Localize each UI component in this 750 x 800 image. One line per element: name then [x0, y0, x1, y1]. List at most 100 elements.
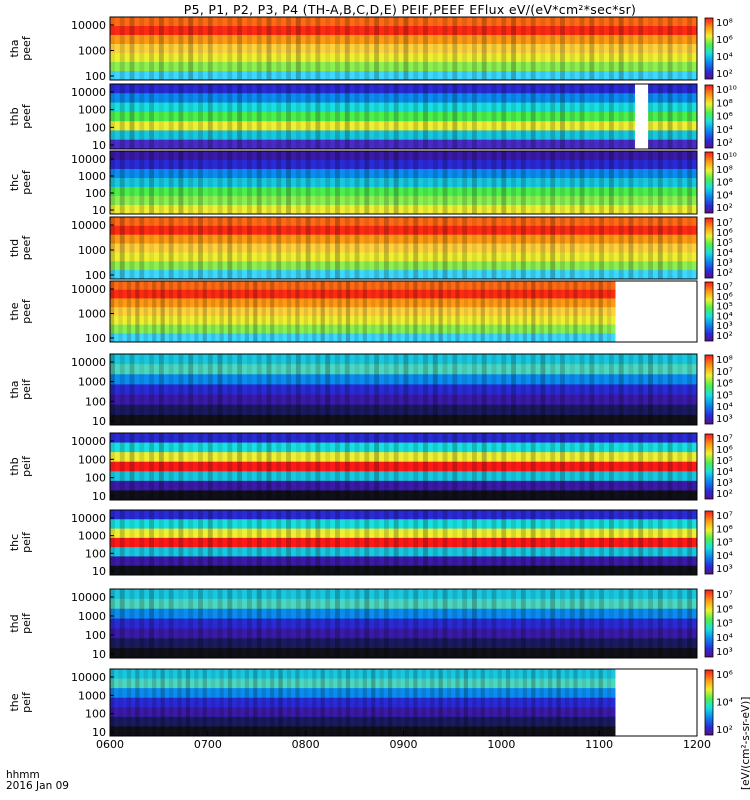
heatmap-texture	[608, 151, 614, 214]
y-tick-label: 10000	[71, 19, 106, 32]
heatmap-band	[110, 394, 697, 406]
heatmap-texture	[110, 510, 115, 575]
heatmap-band	[110, 384, 697, 396]
heatmap-texture	[481, 433, 487, 500]
heatmap-texture	[520, 84, 526, 149]
heatmap-texture	[677, 589, 683, 658]
heatmap-texture	[687, 151, 693, 214]
heatmap-band	[110, 53, 697, 63]
heatmap-texture	[256, 510, 262, 575]
colorbar-tick-label: 10⁷	[716, 434, 733, 445]
heatmap-band	[110, 35, 697, 45]
heatmap-texture	[648, 589, 653, 658]
heatmap-texture	[569, 217, 575, 279]
heatmap-texture	[185, 281, 191, 342]
heatmap-texture	[188, 510, 194, 575]
heatmap-texture	[657, 217, 663, 279]
heatmap-texture	[423, 217, 428, 279]
heatmap-band	[110, 102, 697, 113]
heatmap-texture	[152, 669, 157, 736]
heatmap-texture	[579, 433, 585, 500]
heatmap-band	[110, 139, 697, 150]
heatmap-texture	[286, 510, 291, 575]
heatmap-texture	[295, 669, 300, 736]
heatmap-texture	[217, 354, 223, 425]
heatmap-texture	[227, 281, 233, 342]
heatmap-texture	[511, 151, 517, 214]
heatmap-band	[110, 452, 697, 463]
heatmap-texture	[149, 217, 155, 279]
heatmap-texture	[335, 589, 340, 658]
heatmap-band	[110, 648, 697, 659]
heatmap-texture	[270, 669, 275, 736]
heatmap-texture	[354, 281, 359, 342]
heatmap-band	[110, 510, 697, 520]
heatmap-texture	[511, 510, 517, 575]
heatmap-texture	[452, 433, 458, 500]
heatmap-band	[110, 44, 697, 54]
heatmap-texture	[143, 669, 148, 736]
heatmap-texture	[261, 281, 266, 342]
heatmap-band	[110, 298, 616, 308]
heatmap-texture	[423, 510, 428, 575]
heatmap-texture	[550, 17, 556, 80]
heatmap-texture	[253, 281, 258, 342]
heatmap-texture	[589, 17, 595, 80]
heatmap-texture	[286, 84, 291, 149]
heatmap-texture	[374, 17, 380, 80]
heatmap-texture	[139, 217, 145, 279]
panel-frame	[109, 16, 698, 81]
heatmap-texture	[286, 669, 292, 736]
heatmap-band	[110, 461, 697, 472]
heatmap-texture	[168, 510, 174, 575]
heatmap-texture	[383, 510, 389, 575]
heatmap-texture	[129, 510, 135, 575]
heatmap-texture	[657, 510, 663, 575]
heatmap-texture	[158, 217, 164, 279]
heatmap-texture	[194, 669, 199, 736]
heatmap-texture	[638, 589, 644, 658]
heatmap-texture	[540, 433, 546, 500]
heatmap-texture	[530, 589, 536, 658]
heatmap-texture	[374, 354, 380, 425]
x-tick-label: 0700	[194, 738, 222, 751]
heatmap-texture	[393, 510, 399, 575]
heatmap-texture	[501, 510, 507, 575]
heatmap-texture	[589, 151, 595, 214]
heatmap-texture	[648, 84, 653, 149]
heatmap-texture	[505, 281, 511, 342]
x-tick-label: 1200	[683, 738, 711, 751]
heatmap-texture	[139, 84, 145, 149]
y-tick-label: 100	[85, 395, 106, 408]
heatmap-texture	[599, 217, 605, 279]
heatmap-texture	[188, 354, 194, 425]
heatmap-texture	[667, 217, 673, 279]
heatmap-texture	[383, 151, 389, 214]
time-axis-label: hhmm	[6, 769, 40, 781]
y-axis-label: peef	[20, 235, 33, 261]
heatmap-texture	[374, 151, 380, 214]
heatmap-texture	[462, 17, 468, 80]
heatmap-texture	[530, 510, 536, 575]
heatmap-texture	[550, 151, 556, 214]
heatmap-texture	[404, 281, 410, 342]
heatmap-texture	[335, 433, 340, 500]
heatmap-texture	[471, 17, 477, 80]
heatmap-texture	[481, 17, 487, 80]
heatmap-texture	[305, 151, 311, 214]
heatmap-texture	[217, 17, 223, 80]
colorbar-tick-label: 10³	[716, 647, 733, 658]
heatmap-texture	[158, 151, 164, 214]
heatmap-texture	[364, 433, 370, 500]
heatmap-texture	[335, 510, 340, 575]
y-tick-label: 10	[92, 726, 106, 739]
heatmap-texture	[396, 281, 401, 342]
heatmap-texture	[569, 354, 575, 425]
heatmap-texture	[491, 589, 497, 658]
heatmap-texture	[217, 510, 223, 575]
panel-the-peif: 10000 1000 100 10 the peif 10⁶ 10⁴ 10²	[8, 668, 733, 739]
y-tick-label: 1000	[78, 104, 106, 117]
colorbar-tick-label: 10⁴	[716, 698, 733, 709]
heatmap-texture	[501, 84, 507, 149]
